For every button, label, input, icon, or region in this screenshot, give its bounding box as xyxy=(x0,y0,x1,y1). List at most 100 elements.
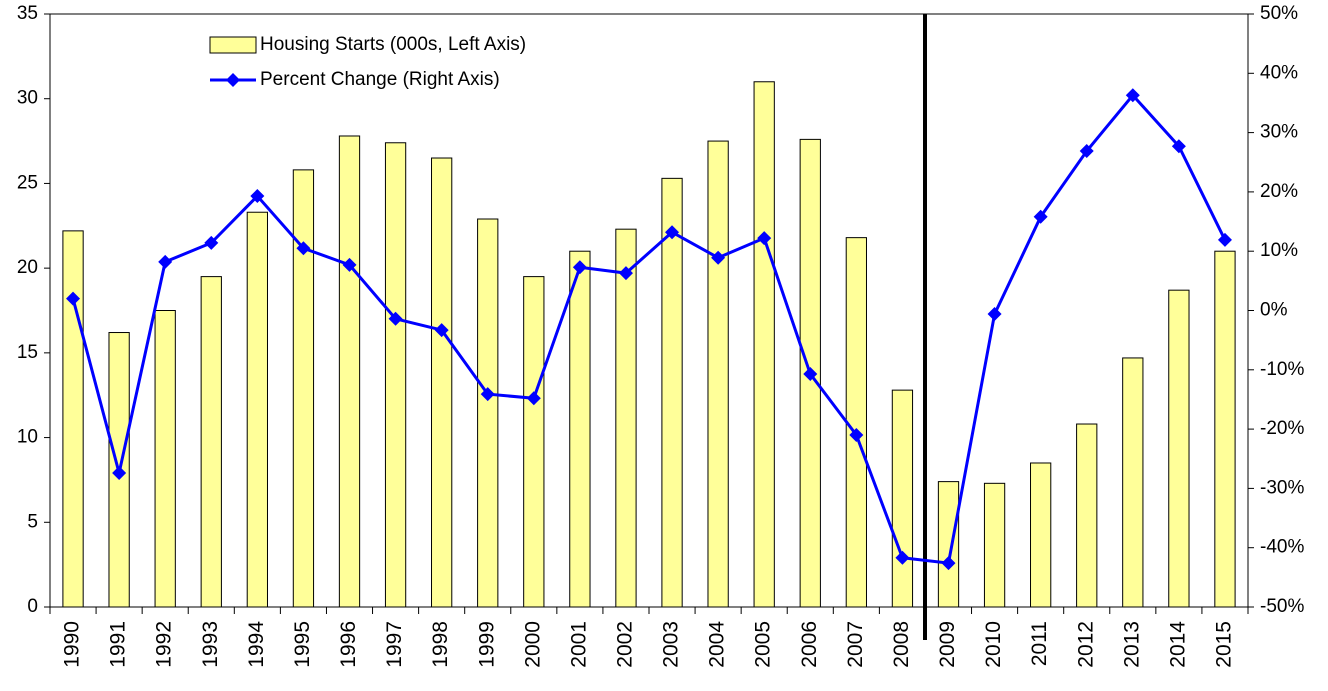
bar xyxy=(1030,462,1052,608)
marker xyxy=(1033,209,1048,224)
marker xyxy=(757,231,772,246)
x-tick-label: 2002 xyxy=(614,621,637,668)
y2-tick-label: 20% xyxy=(1260,181,1298,202)
x-tick-label: 2009 xyxy=(936,621,959,668)
marker xyxy=(849,428,864,443)
marker xyxy=(941,556,956,571)
bar xyxy=(891,389,914,608)
y-tick-label: 35 xyxy=(17,3,38,24)
x-tick-label: 2011 xyxy=(1028,621,1051,666)
bar xyxy=(845,237,867,608)
x-tick-label: 2000 xyxy=(521,621,544,668)
marker xyxy=(342,257,357,272)
bar xyxy=(246,211,268,608)
bar xyxy=(707,140,729,608)
y-tick-label: 25 xyxy=(17,172,38,193)
x-tick-label: 1992 xyxy=(153,621,176,668)
line xyxy=(71,92,1227,565)
marker xyxy=(296,241,311,256)
bar xyxy=(661,177,683,608)
marker xyxy=(1217,232,1232,247)
legend-marker xyxy=(226,73,240,87)
y-tick-label: 5 xyxy=(27,511,38,532)
legend-label: Housing Starts (000s, Left Axis) xyxy=(260,34,526,55)
marker xyxy=(250,189,265,204)
y2-tick-label: -50% xyxy=(1260,596,1304,617)
y2-tick-label: 40% xyxy=(1260,62,1298,83)
legend-label: Percent Change (Right Axis) xyxy=(260,69,500,90)
x-tick-label: 1993 xyxy=(199,621,222,668)
marker xyxy=(572,260,587,275)
legend-swatch xyxy=(209,36,257,54)
bar xyxy=(1122,357,1144,608)
x-tick-label: 1996 xyxy=(337,621,360,668)
x-tick-label: 2015 xyxy=(1213,621,1236,668)
marker xyxy=(388,311,403,326)
bar xyxy=(1168,289,1190,608)
x-tick-label: 2005 xyxy=(752,621,775,668)
y2-tick-label: 0% xyxy=(1260,300,1288,321)
x-tick-label: 2013 xyxy=(1120,621,1143,668)
marker xyxy=(665,225,680,240)
bar xyxy=(384,142,407,608)
bar xyxy=(937,481,960,608)
x-tick-label: 1998 xyxy=(429,621,452,668)
y2-tick-label: 50% xyxy=(1260,3,1298,24)
x-tick-label: 2006 xyxy=(798,621,821,668)
bar xyxy=(523,276,545,608)
marker xyxy=(66,291,81,306)
x-tick-label: 1990 xyxy=(61,621,84,668)
marker xyxy=(1079,143,1094,158)
bar xyxy=(477,218,499,608)
bar xyxy=(292,169,315,608)
marker xyxy=(112,465,127,480)
marker xyxy=(158,254,173,269)
x-tick-label: 2008 xyxy=(890,621,913,668)
x-tick-label: 1997 xyxy=(383,621,406,668)
y-tick-label: 15 xyxy=(17,342,38,363)
bar xyxy=(338,135,361,608)
plot-frame xyxy=(49,13,1249,608)
x-tick-label: 2003 xyxy=(660,621,683,668)
marker xyxy=(895,550,910,565)
marker xyxy=(1171,139,1186,154)
marker xyxy=(434,323,449,338)
x-tick-label: 2007 xyxy=(844,621,867,668)
y2-tick-label: -30% xyxy=(1260,477,1304,498)
marker xyxy=(204,235,219,250)
marker xyxy=(803,366,818,381)
x-tick-label: 1994 xyxy=(245,621,268,668)
bar xyxy=(983,482,1006,608)
bar xyxy=(569,250,591,608)
y2-tick-label: 10% xyxy=(1260,240,1298,261)
bar xyxy=(1214,250,1236,608)
bar xyxy=(154,310,176,608)
y-tick-label: 0 xyxy=(27,596,38,617)
bar xyxy=(753,81,775,608)
marker xyxy=(711,250,726,265)
marker xyxy=(618,266,633,281)
marker xyxy=(480,387,495,402)
marker xyxy=(987,307,1002,322)
x-tick-label: 1995 xyxy=(291,621,314,668)
x-tick-label: 1999 xyxy=(475,621,498,668)
marker xyxy=(526,391,541,406)
y2-tick-label: -20% xyxy=(1260,418,1304,439)
marker xyxy=(1125,88,1140,103)
bar xyxy=(1076,423,1098,608)
y2-tick-label: -10% xyxy=(1260,359,1304,380)
bar xyxy=(615,228,637,608)
x-tick-label: 2010 xyxy=(982,621,1005,668)
x-tick-label: 2001 xyxy=(567,621,590,668)
bar xyxy=(62,230,84,608)
x-tick-label: 2004 xyxy=(706,621,729,668)
y-tick-label: 20 xyxy=(17,257,38,278)
y-tick-label: 10 xyxy=(17,427,38,448)
x-tick-label: 1991 xyxy=(107,621,130,668)
y2-tick-label: 30% xyxy=(1260,122,1298,143)
y-tick-label: 30 xyxy=(17,88,38,109)
x-tick-label: 2012 xyxy=(1074,621,1097,668)
bar xyxy=(200,276,222,608)
x-tick-label: 2014 xyxy=(1166,621,1189,668)
